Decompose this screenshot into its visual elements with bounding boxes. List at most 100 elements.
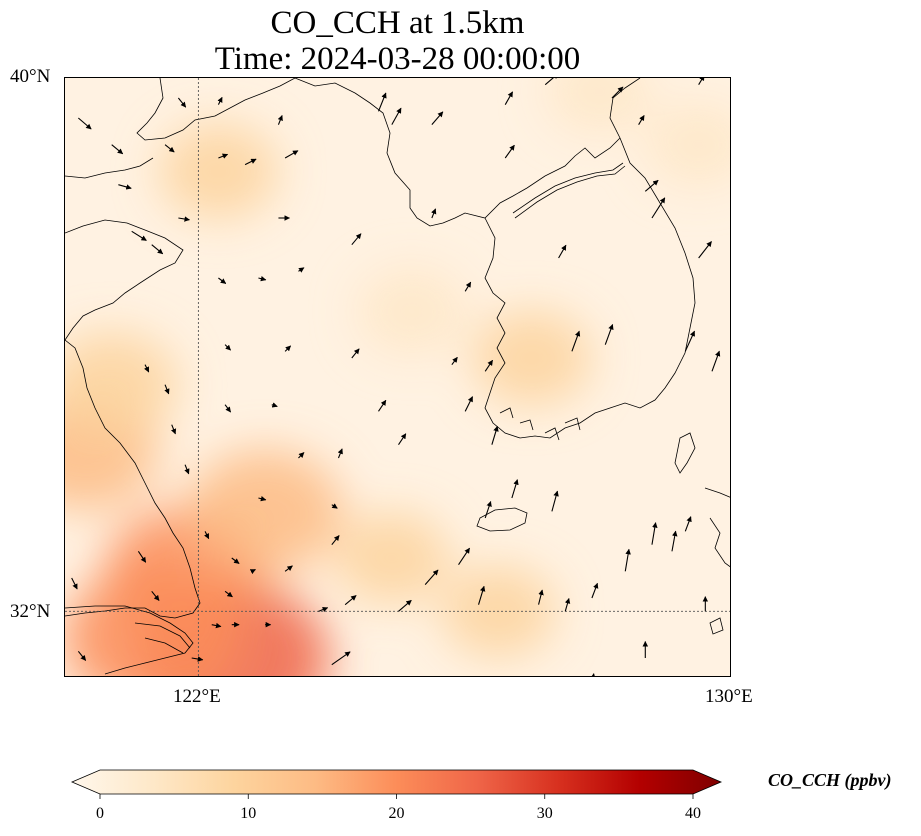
north-korea-coastline xyxy=(294,78,621,227)
wind-arrow-87 xyxy=(331,651,351,666)
wind-arrow-11 xyxy=(277,114,283,125)
wind-arrow-2 xyxy=(118,184,132,190)
map-title-line1: CO_CCH at 1.5km xyxy=(270,5,525,41)
wind-arrow-28 xyxy=(644,179,659,192)
coastlines xyxy=(65,78,730,675)
wind-arrow-81 xyxy=(651,522,658,545)
wind-arrow-3 xyxy=(164,144,175,153)
wind-arrow-73 xyxy=(458,547,470,565)
wind-arrow-42 xyxy=(170,424,177,435)
wind-arrow-51 xyxy=(491,425,499,445)
colorbar-gradient xyxy=(70,769,723,795)
wind-arrow-30 xyxy=(698,78,705,85)
wind-arrow-69 xyxy=(318,606,329,613)
wind-arrow-50 xyxy=(464,396,474,412)
field-hotspot-9 xyxy=(472,310,592,406)
wind-arrow-56 xyxy=(258,495,267,502)
map-canvas xyxy=(65,78,730,676)
wind-arrow-60 xyxy=(137,551,147,563)
wind-arrow-80 xyxy=(624,548,631,572)
field-hotspot-10 xyxy=(356,267,468,356)
wind-arrow-9 xyxy=(218,153,229,159)
wind-arrow-26 xyxy=(611,86,624,99)
wind-arrow-10 xyxy=(244,158,257,166)
wind-arrow-52 xyxy=(484,500,492,519)
field-hotspot-12 xyxy=(545,78,652,134)
lon-tick-122e: 122°E xyxy=(173,686,221,707)
wind-arrow-89 xyxy=(211,622,222,629)
wind-arrow-88 xyxy=(191,656,204,662)
china-coastline xyxy=(65,219,184,341)
wind-arrow-27 xyxy=(638,115,645,125)
wind-arrow-1 xyxy=(111,144,124,155)
wind-arrow-41 xyxy=(271,402,278,408)
kyushu-coastline xyxy=(704,487,730,568)
wind-arrow-38 xyxy=(144,364,150,373)
wind-arrow-19 xyxy=(391,107,402,125)
wind-arrow-83 xyxy=(684,516,692,532)
field-hotspot-8 xyxy=(334,511,450,605)
wind-arrow-18 xyxy=(377,92,387,112)
map-title-line2: Time: 2024-03-28 00:00:00 xyxy=(214,41,581,77)
wind-arrow-40 xyxy=(224,404,232,413)
korea-south-islands xyxy=(499,407,581,441)
wind-arrow-4 xyxy=(177,97,187,108)
wind-arrow-33 xyxy=(571,330,581,352)
colorbar-tick-label-40: 40 xyxy=(685,805,701,822)
map-panel[interactable] xyxy=(64,77,731,677)
wind-arrow-58 xyxy=(231,557,240,564)
wind-arrow-17 xyxy=(351,233,362,246)
wind-arrow-79 xyxy=(591,582,599,599)
wind-arrow-49 xyxy=(484,359,494,372)
wind-arrow-57 xyxy=(204,531,210,540)
colorbar-tick-label-0: 0 xyxy=(96,805,104,822)
wind-arrow-6 xyxy=(131,230,147,241)
wind-arrow-71 xyxy=(398,599,412,612)
wind-arrow-78 xyxy=(564,597,571,612)
tsushima-island xyxy=(674,432,696,474)
korea-west-coastline xyxy=(484,78,696,439)
wind-arrow-23 xyxy=(504,91,514,105)
wind-arrow-62 xyxy=(224,590,233,598)
wind-arrow-76 xyxy=(478,585,486,605)
wind-arrow-8 xyxy=(217,96,223,105)
wind-arrow-54 xyxy=(337,448,343,459)
wind-arrow-34 xyxy=(604,323,614,345)
jeju-island xyxy=(476,507,528,532)
colorbar-label: CO_CCH (ppbv) xyxy=(768,770,892,790)
wind-arrow-39 xyxy=(164,384,170,395)
wind-arrow-74 xyxy=(511,479,519,499)
wind-arrow-22 xyxy=(464,281,472,292)
wind-arrow-70 xyxy=(344,595,357,606)
wind-arrow-14 xyxy=(218,277,227,284)
wind-arrow-29 xyxy=(651,197,666,219)
wind-arrow-45 xyxy=(351,348,360,359)
wind-arrow-20 xyxy=(431,111,444,126)
wind-arrow-5 xyxy=(178,216,190,222)
wind-arrow-66 xyxy=(77,650,87,661)
wind-arrow-86 xyxy=(590,673,596,676)
colorbar-tick-label-10: 10 xyxy=(240,805,257,822)
colorbar-tick-label-20: 20 xyxy=(388,805,405,822)
korea-east-islands xyxy=(709,617,724,635)
field-hotspot-3 xyxy=(187,449,343,574)
shandong-coastline xyxy=(65,339,201,619)
demarcation-line xyxy=(512,162,626,219)
colorbar-ticks xyxy=(99,794,694,799)
wind-vectors xyxy=(71,78,721,676)
colorbar xyxy=(70,769,723,799)
wind-arrow-12 xyxy=(284,150,299,159)
wind-arrow-64 xyxy=(331,535,340,546)
wind-arrow-25 xyxy=(544,78,559,86)
lat-tick-40n: 40°N xyxy=(10,66,51,87)
wind-arrow-48 xyxy=(398,433,407,445)
wind-arrow-37 xyxy=(224,344,231,351)
wind-arrow-7 xyxy=(151,244,164,255)
wind-arrow-47 xyxy=(378,399,387,412)
field-hotspot-6 xyxy=(158,123,279,220)
wind-arrow-44 xyxy=(284,345,292,352)
wind-arrow-59 xyxy=(284,565,293,572)
wind-arrow-31 xyxy=(698,241,712,259)
wind-arrow-72 xyxy=(424,569,439,586)
wind-arrow-61 xyxy=(151,590,160,601)
